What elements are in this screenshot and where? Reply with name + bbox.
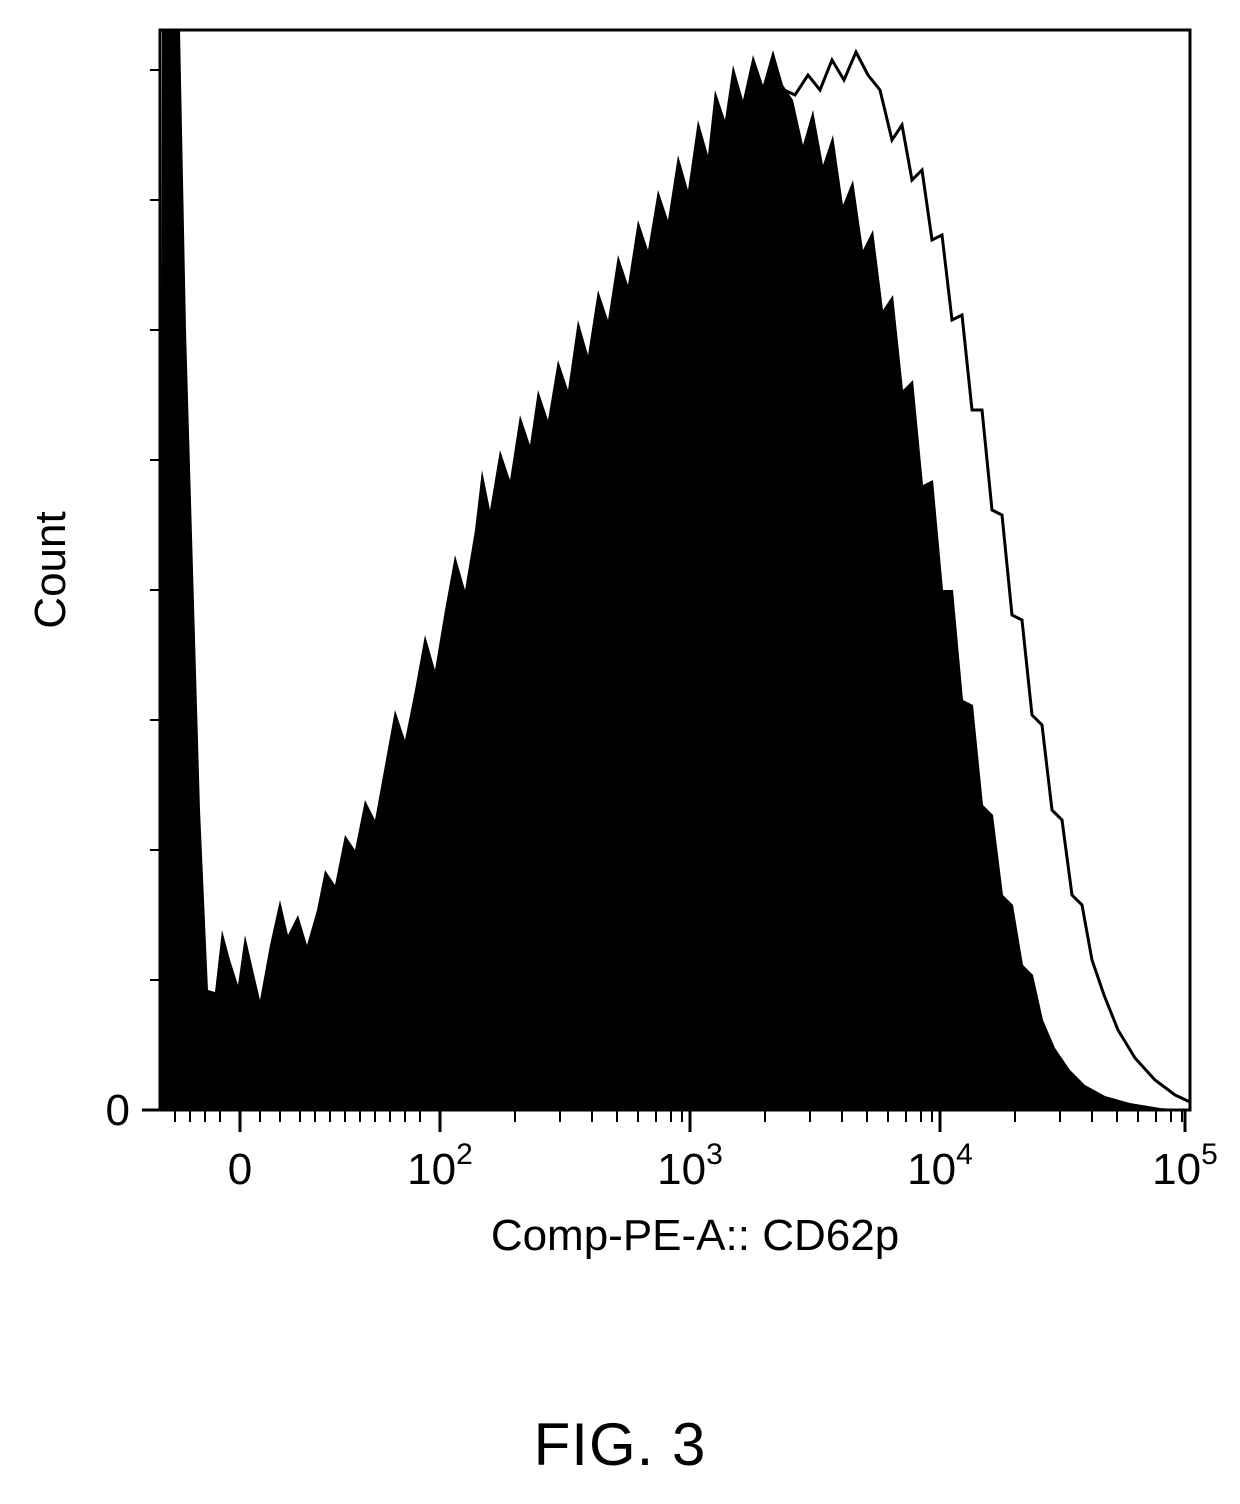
svg-text:Count: Count [26,511,75,628]
svg-text:104: 104 [907,1138,973,1194]
histogram-chart: 0102103104105Comp-PE-A:: CD62p0Count [0,0,1240,1320]
figure-page: 0102103104105Comp-PE-A:: CD62p0Count FIG… [0,0,1240,1504]
svg-text:105: 105 [1152,1138,1218,1194]
svg-text:0: 0 [228,1145,252,1194]
figure-caption: FIG. 3 [0,1410,1240,1479]
svg-text:0: 0 [106,1086,130,1135]
svg-text:103: 103 [657,1138,723,1194]
svg-text:102: 102 [407,1138,473,1194]
svg-text:Comp-PE-A:: CD62p: Comp-PE-A:: CD62p [491,1211,899,1260]
